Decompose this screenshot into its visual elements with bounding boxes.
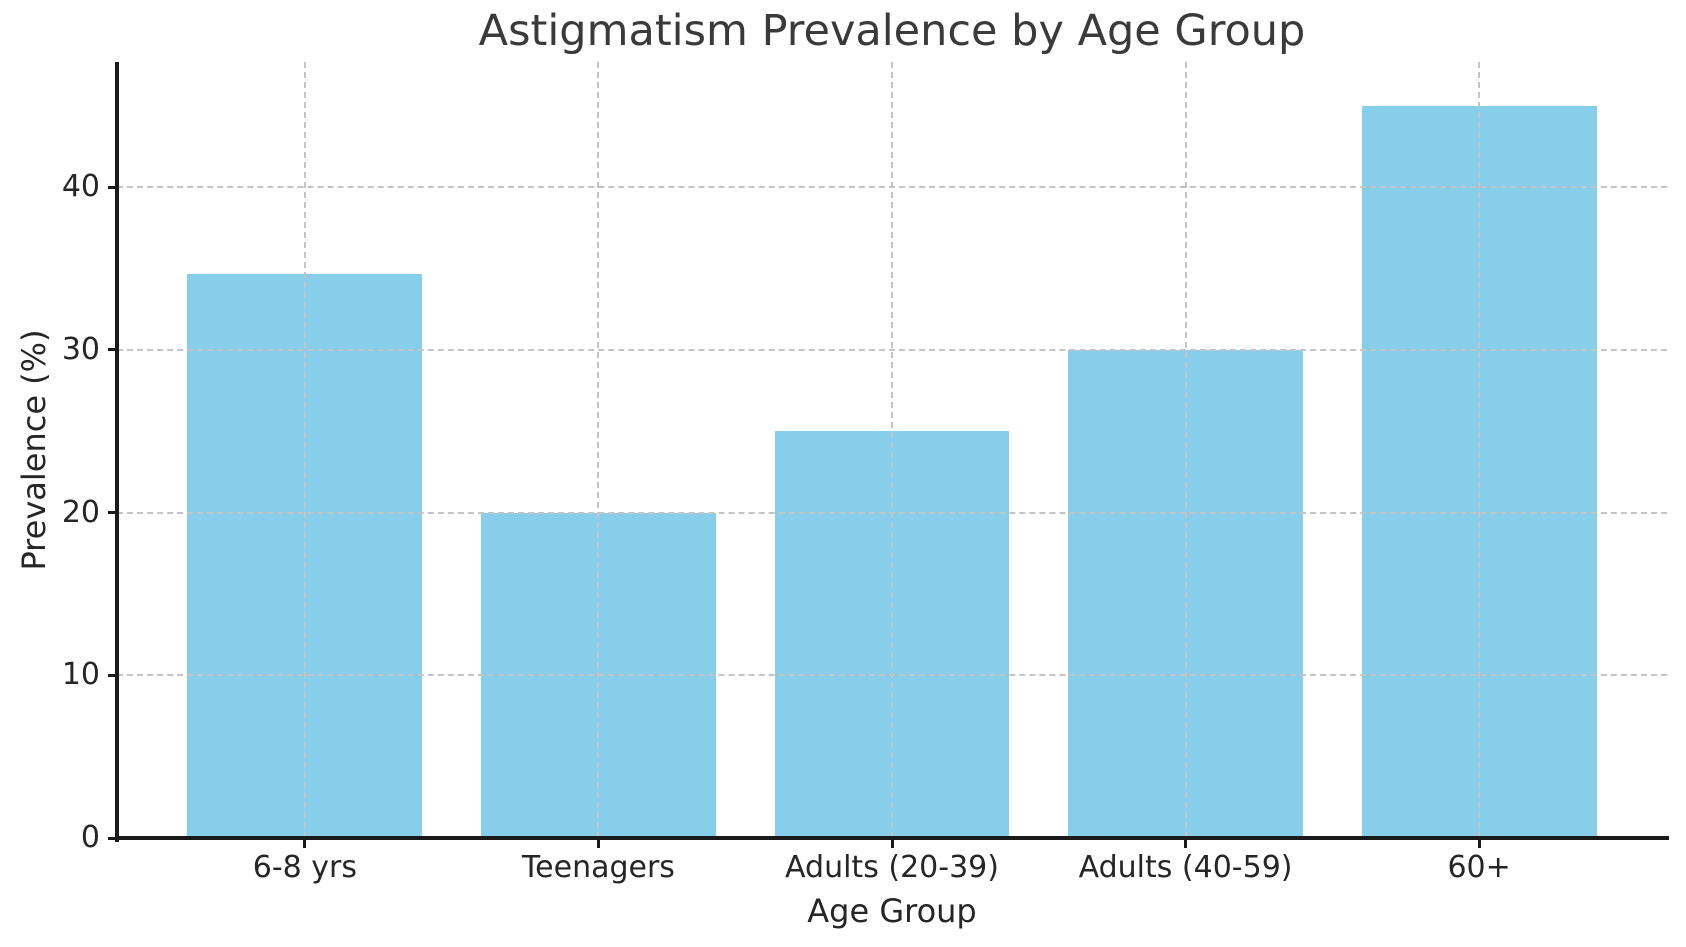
y-axis-spine	[115, 62, 119, 842]
y-tick-label-40: 40	[61, 169, 100, 205]
x-tick-label-3: Adults (20-39)	[785, 850, 999, 885]
x-axis-label: Age Group	[807, 892, 977, 930]
v-gridline-2	[597, 62, 600, 838]
y-tick-0	[108, 836, 117, 840]
v-gridline-3	[891, 62, 893, 838]
v-gridline-1	[303, 62, 306, 838]
plot-area	[117, 62, 1667, 838]
y-tick-label-30: 30	[61, 331, 100, 367]
x-tick-5	[1477, 838, 1481, 848]
x-tick-label-1: 6-8 yrs	[252, 850, 357, 885]
y-tick-10	[108, 673, 117, 677]
x-tick-1	[303, 838, 307, 848]
y-tick-20	[108, 511, 117, 515]
x-tick-4	[1184, 838, 1188, 848]
y-tick-label-20: 20	[61, 494, 100, 530]
x-tick-label-4: Adults (40-59)	[1078, 850, 1293, 885]
x-tick-3	[890, 838, 894, 848]
v-gridline-4	[1184, 62, 1187, 838]
y-tick-label-10: 10	[61, 657, 100, 693]
y-tick-40	[108, 185, 117, 189]
x-tick-2	[596, 838, 600, 848]
x-tick-label-5: 60+	[1447, 850, 1511, 885]
y-tick-30	[108, 348, 117, 352]
chart-title: Astigmatism Prevalence by Age Group	[478, 6, 1306, 56]
y-tick-label-0: 0	[80, 820, 100, 855]
v-gridline-5	[1478, 62, 1481, 838]
x-tick-label-2: Teenagers	[521, 850, 675, 885]
